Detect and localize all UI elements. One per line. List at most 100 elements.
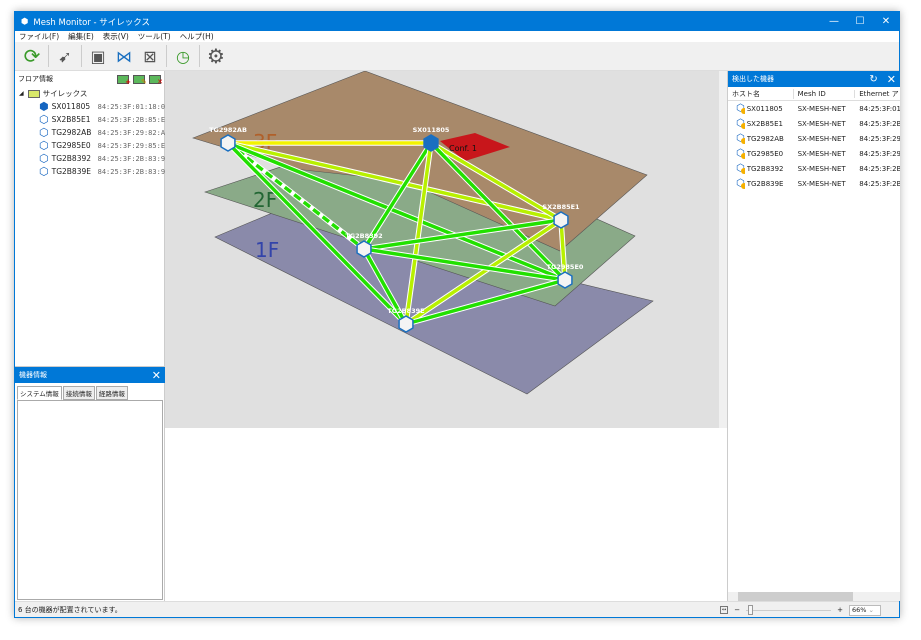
mesh-link	[362, 248, 408, 325]
device-status-icon: ⬡	[736, 133, 745, 144]
mesh-link	[559, 219, 567, 281]
close-button[interactable]: ✕	[881, 16, 891, 27]
refresh-icon[interactable]: ↻	[869, 73, 878, 85]
close-icon[interactable]: ✕	[886, 72, 896, 86]
device-mac: 84:25:3F:29:82:AB	[97, 128, 170, 137]
app-icon: ⬢	[21, 16, 29, 27]
collapse-icon[interactable]: ◢	[19, 90, 24, 97]
detected-title: 検出した機器	[732, 75, 774, 83]
cell-host: TG2982AB	[746, 134, 784, 143]
maximize-button[interactable]: ☐	[855, 16, 865, 27]
tree-device-item[interactable]: ⬡ TG2982AB 84:25:3F:29:82:AB	[15, 126, 169, 139]
col-mesh-id[interactable]: Mesh ID	[794, 89, 856, 98]
col-ethernet[interactable]: Ethernet アドレス	[859, 89, 900, 98]
mesh-link	[363, 218, 562, 251]
mesh-node-icon[interactable]	[356, 240, 372, 258]
add-floor-icon[interactable]: +	[117, 74, 131, 86]
refresh-icon[interactable]: ⟳	[23, 44, 41, 68]
mesh-link	[429, 141, 567, 282]
menu-view[interactable]: 表示(V)	[102, 32, 129, 41]
table-row[interactable]: ⬡TG2B839E SX-MESH-NET 84:25:3F:2B:83:9E	[728, 176, 900, 191]
floor-panel: フロア情報 + ✎ ✕ ◢ サイレックス ⬢ SX011805 84:25:3F:0…	[15, 71, 169, 601]
cell-host: TG2B8392	[746, 164, 784, 173]
tab-route-info[interactable]: 経路情報	[95, 386, 128, 400]
tree-device-item[interactable]: ⬡ TG2B8392 84:25:3F:2B:83:92	[15, 151, 169, 165]
status-bar: 6 台の機器が配置されています。 ↔ − + 66% ⌄	[15, 601, 899, 618]
floor-map[interactable]: 1F2F3FConf. 1TG2982ABSX011805SX2B85E1TG2…	[165, 70, 719, 428]
zoom-slider[interactable]	[746, 604, 832, 615]
zoom-value: 66%	[852, 605, 867, 614]
cell-host: SX011805	[746, 104, 783, 113]
zoom-out-button[interactable]: −	[734, 606, 741, 614]
tab-connection-info[interactable]: 接続情報	[62, 386, 95, 400]
menu-help[interactable]: ヘルプ(H)	[179, 32, 214, 41]
edit-floor-icon[interactable]: ✎	[133, 74, 147, 86]
fit-icon[interactable]: ↔	[720, 606, 729, 614]
canvas-empty-area	[165, 428, 727, 601]
device-settings-icon[interactable]: ▣	[90, 46, 106, 66]
tree-device-item[interactable]: ⬡ TG2985E0 84:25:3F:29:85:E0	[15, 138, 169, 152]
device-host: SX2B85E1	[51, 115, 91, 124]
node-label: TG2B839E	[387, 307, 424, 315]
col-host[interactable]: ホスト名	[728, 88, 794, 99]
topology-icon[interactable]: ⋈	[116, 46, 132, 66]
app-window: ⬢ Mesh Monitor - サイレックス — ☐ ✕ ファイル(F) 編集…	[14, 11, 900, 618]
table-row[interactable]: ⬡SX011805 SX-MESH-NET 84:25:3F:01:18:05	[728, 101, 900, 116]
mesh-node-icon[interactable]	[553, 211, 569, 229]
node-label: TG2982AB	[209, 126, 247, 134]
menu-edit[interactable]: 編集(E)	[68, 32, 94, 41]
mesh-link	[430, 141, 562, 222]
room-label: Conf. 1	[449, 144, 477, 153]
tree-device-item[interactable]: ⬡ TG2B839E 84:25:3F:2B:83:9E	[15, 165, 169, 178]
device-status-icon: ⬡	[736, 163, 745, 174]
menu-tools[interactable]: ツール(T)	[137, 32, 171, 41]
device-host: SX011805	[51, 102, 91, 111]
menu-file[interactable]: ファイル(F)	[19, 32, 60, 41]
tree-root[interactable]: ◢ サイレックス	[15, 87, 164, 100]
schedule-icon[interactable]: ◷	[176, 46, 190, 66]
zoom-in-button[interactable]: +	[837, 606, 843, 614]
table-row[interactable]: ⬡TG2B8392 SX-MESH-NET 84:25:3F:2B:83:92	[728, 161, 900, 176]
cell-mac: 84:25:3F:2B:83:9E	[859, 179, 900, 188]
detected-devices-panel: 検出した機器 ↻ ✕ ホスト名 Mesh ID Ethernet アドレス ⬡S…	[727, 71, 900, 601]
floor-icon	[27, 89, 40, 98]
table-row[interactable]: ⬡TG2985E0 SX-MESH-NET 84:25:3F:29:85:E0	[728, 146, 900, 161]
map-canvas[interactable]: 1F2F3FConf. 1TG2982ABSX011805SX2B85E1TG2…	[165, 70, 719, 428]
hexagon-node-icon: ⬡	[39, 138, 49, 152]
node-label: SX2B85E1	[542, 203, 580, 211]
cell-mesh-id: SX-MESH-NET	[797, 179, 846, 188]
tree-device-item[interactable]: ⬢ SX011805 84:25:3F:01:18:05	[15, 100, 169, 113]
tab-system-info[interactable]: システム情報	[17, 386, 62, 400]
mesh-link	[227, 141, 562, 222]
divider	[81, 45, 82, 67]
mesh-node-icon[interactable]	[398, 315, 414, 333]
floor-label: 1F	[255, 238, 279, 262]
mesh-node-icon[interactable]	[220, 134, 236, 152]
minimize-button[interactable]: —	[829, 16, 839, 27]
device-status-icon: ⬡	[736, 118, 745, 129]
cell-mesh-id: SX-MESH-NET	[797, 134, 846, 143]
table-row[interactable]: ⬡TG2982AB SX-MESH-NET 84:25:3F:29:82:AB	[728, 131, 900, 146]
device-mac: 84:25:3F:29:85:E0	[97, 141, 170, 150]
settings-gear-icon[interactable]: ⚙	[207, 44, 225, 68]
cell-mac: 84:25:3F:2B:85:E1	[859, 119, 900, 128]
delete-floor-icon[interactable]: ✕	[149, 74, 163, 86]
zoom-select[interactable]: 66% ⌄	[849, 604, 881, 616]
cell-host: TG2B839E	[746, 179, 784, 188]
title-bar: ⬢ Mesh Monitor - サイレックス — ☐ ✕	[15, 12, 899, 31]
mesh-node-icon[interactable]	[557, 271, 573, 289]
select-move-icon[interactable]: ➹	[58, 46, 72, 66]
node-label: TG2985E0	[547, 263, 584, 271]
device-mac: 84:25:3F:2B:85:E1	[97, 115, 170, 124]
hexagon-node-icon: ⬡	[39, 151, 49, 165]
mesh-analyze-icon[interactable]: ⊠	[143, 46, 157, 66]
device-host: TG2985E0	[51, 141, 91, 150]
mesh-link	[363, 247, 566, 282]
horizontal-scrollbar[interactable]	[728, 592, 900, 601]
table-row[interactable]: ⬡SX2B85E1 SX-MESH-NET 84:25:3F:2B:85:E1	[728, 116, 900, 131]
mesh-root-node-icon[interactable]	[423, 134, 439, 152]
divider	[199, 45, 200, 67]
close-icon[interactable]: ✕	[151, 368, 161, 382]
room-conf	[440, 133, 510, 161]
tree-device-item[interactable]: ⬡ SX2B85E1 84:25:3F:2B:85:E1	[15, 113, 169, 126]
